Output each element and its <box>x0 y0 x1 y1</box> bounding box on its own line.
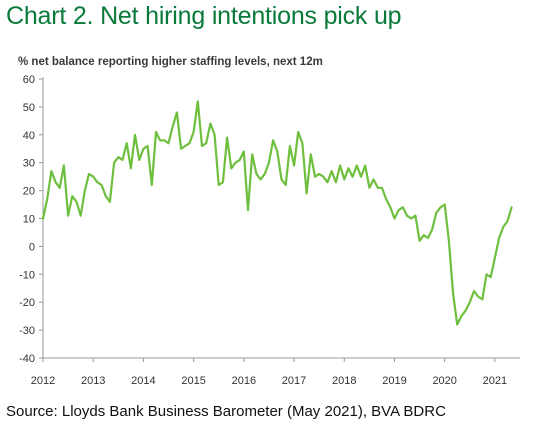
x-tick-label: 2020 <box>432 375 456 387</box>
x-tick-label: 2019 <box>382 375 406 387</box>
y-tick-label: 60 <box>23 74 35 86</box>
x-tick-label: 2017 <box>282 375 306 387</box>
y-tick-label: -20 <box>19 297 35 309</box>
chart-title: Chart 2. Net hiring intentions pick up <box>6 2 402 30</box>
series-line <box>41 100 513 326</box>
y-tick-label: -30 <box>19 325 35 337</box>
x-tick-label: 2015 <box>181 375 205 387</box>
y-axis-label: % net balance reporting higher staffing … <box>18 56 323 68</box>
y-tick-label: -40 <box>19 353 35 365</box>
x-tick-label: 2016 <box>232 375 256 387</box>
y-tick-label: 0 <box>29 241 35 253</box>
y-tick-label: 50 <box>23 102 35 114</box>
x-tick-label: 2014 <box>131 375 155 387</box>
x-tick-label: 2018 <box>332 375 356 387</box>
source-note: Source: Lloyds Bank Business Barometer (… <box>6 403 446 420</box>
y-tick-label: 10 <box>23 214 35 226</box>
x-tick-label: 2013 <box>81 375 105 387</box>
y-tick-label: -10 <box>19 269 35 281</box>
x-tick-label: 2021 <box>483 375 507 387</box>
y-tick-label: 40 <box>23 130 35 142</box>
y-tick-label: 30 <box>23 158 35 170</box>
x-tick-label: 2012 <box>31 375 55 387</box>
y-tick-label: 20 <box>23 186 35 198</box>
